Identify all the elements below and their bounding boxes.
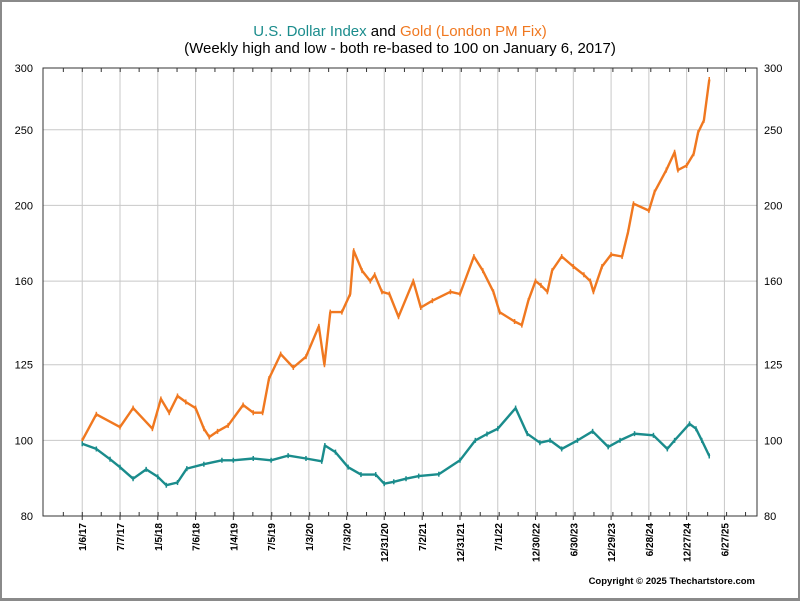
y-tick-label-left: 80 [21, 511, 33, 523]
x-tick-label: 7/6/18 [192, 523, 203, 551]
chart-subtitle: (Weekly high and low - both re-based to … [184, 40, 616, 57]
series-layer [81, 76, 711, 488]
y-tick-label-right: 80 [764, 511, 776, 523]
x-tick-label: 7/1/22 [494, 523, 505, 551]
y-tick-label-right: 250 [764, 125, 782, 137]
x-tick-label: 12/27/24 [683, 523, 694, 562]
x-tick-label: 12/31/21 [456, 523, 467, 562]
axes: 80 80 100 100 125 125 160 160 200 200 250 250 300 300… [15, 63, 783, 562]
x-tick-label: 12/29/23 [607, 523, 618, 562]
title-gold: Gold (London PM Fix) [400, 23, 547, 40]
plot-area-border [42, 67, 758, 517]
y-tick-label-right: 200 [764, 200, 782, 212]
y-tick-label-left: 125 [15, 360, 33, 372]
copyright: Copyright © 2025 Thechartstore.com [589, 576, 755, 587]
x-tick-label: 12/31/20 [380, 523, 391, 562]
y-tick-label-right: 125 [764, 360, 782, 372]
x-tick-label: 7/5/19 [267, 523, 278, 551]
x-tick-label: 7/2/21 [418, 523, 429, 551]
x-tick-label: 7/7/17 [116, 523, 127, 551]
chart-title: U.S. Dollar Index and Gold (London PM Fi… [253, 23, 547, 40]
x-tick-label: 1/3/20 [305, 523, 316, 551]
x-tick-label: 1/6/17 [78, 523, 89, 551]
x-tick-label: 7/3/20 [343, 523, 354, 551]
x-tick-label: 1/4/19 [229, 523, 240, 551]
series-line-dollar-index [81, 406, 711, 487]
y-tick-label-left: 160 [15, 276, 33, 288]
y-tick-label-right: 100 [764, 435, 782, 447]
x-tick-label: 6/28/24 [645, 523, 656, 557]
y-tick-label-left: 100 [15, 435, 33, 447]
grid [43, 67, 757, 517]
x-tick-label: 6/30/23 [569, 523, 580, 557]
y-tick-label-left: 300 [15, 63, 33, 75]
y-tick-label-right: 300 [764, 63, 782, 75]
title-dollar: U.S. Dollar Index [253, 23, 367, 40]
x-tick-label: 6/27/25 [720, 523, 731, 557]
series-line-gold [81, 79, 711, 441]
title-and: and [367, 23, 400, 40]
y-tick-label-left: 250 [15, 125, 33, 137]
x-tick-label: 1/5/18 [154, 523, 165, 551]
y-tick-label-left: 200 [15, 200, 33, 212]
y-tick-label-right: 160 [764, 276, 782, 288]
x-tick-label: 12/30/22 [532, 523, 543, 562]
